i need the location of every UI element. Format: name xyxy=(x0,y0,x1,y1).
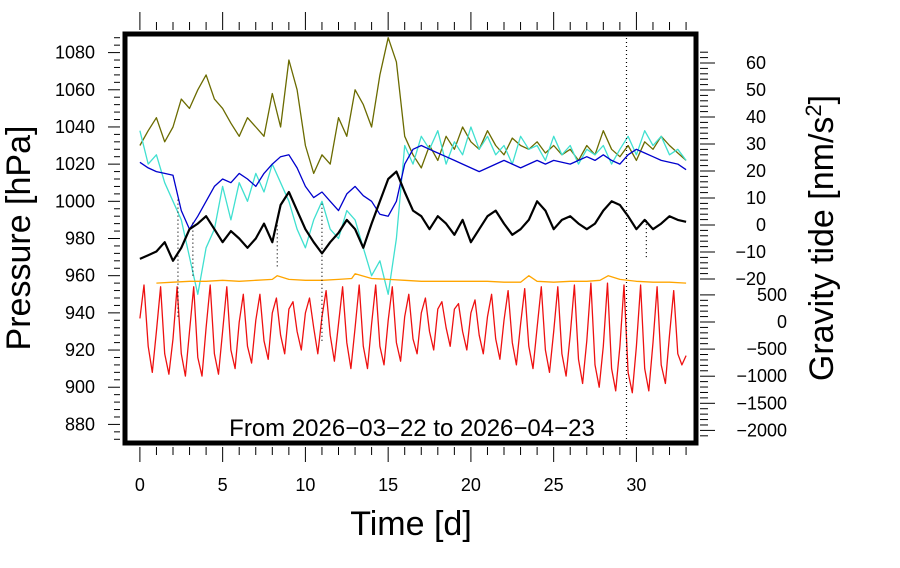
y-left-tick-label-9: 1060 xyxy=(55,80,95,100)
x-tick-label-6: 30 xyxy=(626,475,646,495)
y-left-tick-label-6: 1000 xyxy=(55,191,95,211)
y-right-lower-label-2: −1000 xyxy=(736,366,787,386)
y-right-upper-label-3: 10 xyxy=(746,188,766,208)
x-tick-label-3: 15 xyxy=(378,475,398,495)
y-right-lower-label-5: 500 xyxy=(757,285,787,305)
annotation-text: From 2026−03−22 to 2026−04−23 xyxy=(229,415,595,442)
y-left-tick-label-7: 1020 xyxy=(55,154,95,174)
x-axis-title: Time [d] xyxy=(350,505,472,543)
y-left-tick-label-8: 1040 xyxy=(55,117,95,137)
tick-labels: 0 5 10 15 20 25 308809009209409609801000102010… xyxy=(55,43,787,495)
series-line-3 xyxy=(139,170,687,262)
y-left-tick-label-3: 940 xyxy=(65,303,95,323)
y-axis-right-title-sup: 2 xyxy=(801,104,826,116)
y-axis-right-title-close: ] xyxy=(803,95,841,104)
y-axis-left-title: Pressure [hPa] xyxy=(0,126,38,351)
y-left-tick-label-0: 880 xyxy=(65,414,95,434)
y-left-tick-label-5: 980 xyxy=(65,229,95,249)
y-right-upper-label-5: 30 xyxy=(746,134,766,154)
y-right-upper-label-2: 0 xyxy=(756,215,766,235)
x-tick-label-4: 20 xyxy=(461,475,481,495)
y-left-tick-label-2: 920 xyxy=(65,340,95,360)
y-right-upper-label-8: 60 xyxy=(746,53,766,73)
y-left-tick-label-1: 900 xyxy=(65,377,95,397)
y-right-upper-label-7: 50 xyxy=(746,80,766,100)
plot-frame xyxy=(122,31,699,446)
x-tick-label-1: 5 xyxy=(218,475,228,495)
series-line-4 xyxy=(156,273,687,284)
x-tick-label-2: 10 xyxy=(295,475,315,495)
y-right-lower-label-3: −500 xyxy=(746,339,787,359)
plot-marks xyxy=(139,34,687,443)
y-axis-right-title-main: Gravity tide [nm/s xyxy=(803,117,841,382)
y-right-upper-label-6: 40 xyxy=(746,107,766,127)
y-right-upper-label-4: 20 xyxy=(746,161,766,181)
y-axis-right-title: Gravity tide [nm/s2] xyxy=(801,95,841,381)
series-line-0 xyxy=(139,37,687,175)
y-left-tick-label-10: 1080 xyxy=(55,43,95,63)
series-line-1 xyxy=(139,126,687,295)
series-line-5 xyxy=(139,282,687,394)
x-tick-label-5: 25 xyxy=(544,475,564,495)
tick-marks xyxy=(108,12,715,462)
y-left-tick-label-4: 960 xyxy=(65,266,95,286)
y-right-lower-label-4: 0 xyxy=(777,312,787,332)
y-right-lower-label-0: −2000 xyxy=(736,420,787,440)
y-right-upper-label-1: −10 xyxy=(735,242,766,262)
series-line-2 xyxy=(139,144,687,230)
y-right-upper-label-0: −20 xyxy=(735,269,766,289)
x-tick-label-0: 0 xyxy=(135,475,145,495)
y-right-lower-label-1: −1500 xyxy=(736,393,787,413)
